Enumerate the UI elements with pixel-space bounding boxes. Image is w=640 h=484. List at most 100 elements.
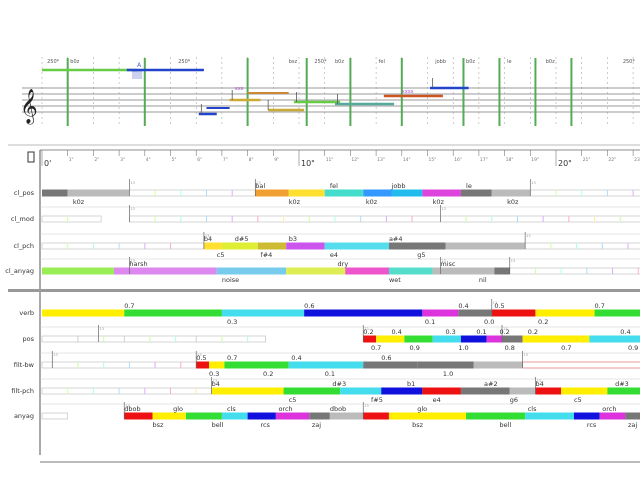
track-segment[interactable] (607, 388, 640, 395)
track-segment[interactable] (433, 268, 495, 275)
track-segment[interactable] (345, 268, 389, 275)
track-segment[interactable] (258, 243, 286, 250)
track-empty-segment[interactable] (510, 268, 640, 274)
track-filt-pch[interactable]: filt-pch1313b4d#3b1a#2b4d#3c5f#5e4g6c5f#… (11, 377, 640, 404)
track-segment[interactable] (284, 388, 341, 395)
track-segment[interactable] (42, 310, 124, 317)
track-segment[interactable] (589, 336, 640, 343)
track-segment[interactable] (325, 243, 389, 250)
track-segment[interactable] (276, 413, 309, 420)
track-segment[interactable] (363, 336, 376, 343)
track-segment[interactable] (600, 413, 626, 420)
track-segment[interactable] (433, 336, 461, 343)
track-segment[interactable] (502, 336, 523, 343)
track-segment[interactable] (535, 310, 594, 317)
track-empty-segment[interactable] (52, 362, 196, 368)
track-segment[interactable] (222, 413, 248, 420)
track-segment[interactable] (124, 413, 152, 420)
track-segment[interactable] (376, 336, 404, 343)
track-segment[interactable] (461, 190, 492, 197)
track-anyag[interactable]: anyag1313dbobgloclsorchdbobgloclsorchdbo… (14, 402, 640, 429)
track-segment[interactable] (289, 362, 364, 369)
track-segment[interactable] (304, 310, 422, 317)
track-segment[interactable] (492, 190, 531, 197)
track-segment[interactable] (124, 310, 222, 317)
track-segment[interactable] (445, 243, 525, 250)
track-segment[interactable] (255, 190, 288, 197)
track-empty-segment[interactable] (129, 216, 440, 222)
track-segment[interactable] (222, 243, 258, 250)
track-empty-segment[interactable] (124, 336, 196, 342)
track-segment[interactable] (68, 190, 130, 197)
track-segment[interactable] (389, 268, 433, 275)
track-segment[interactable] (217, 268, 286, 275)
track-segment[interactable] (461, 336, 487, 343)
track-segment[interactable] (212, 388, 284, 395)
track-empty-segment[interactable] (523, 362, 640, 368)
track-segment[interactable] (492, 310, 536, 317)
track-segment[interactable] (209, 362, 224, 369)
track-segment[interactable] (248, 413, 276, 420)
track-segment[interactable] (330, 413, 363, 420)
track-segment[interactable] (487, 336, 502, 343)
track-segment[interactable] (196, 362, 209, 369)
track-segment[interactable] (392, 190, 423, 197)
track-segment[interactable] (404, 336, 432, 343)
track-segment[interactable] (186, 413, 222, 420)
track-segment[interactable] (535, 388, 561, 395)
track-segment[interactable] (417, 362, 474, 369)
track-segment[interactable] (224, 362, 288, 369)
track-segment[interactable] (389, 413, 466, 420)
track-segment[interactable] (422, 388, 461, 395)
track-segment[interactable] (289, 190, 325, 197)
track-segment[interactable] (494, 268, 509, 275)
track-segment[interactable] (561, 388, 607, 395)
track-segment[interactable] (625, 413, 640, 420)
track-segment[interactable] (363, 190, 391, 197)
track-empty-segment[interactable] (530, 190, 640, 196)
track-segment[interactable] (363, 362, 417, 369)
track-segment[interactable] (309, 413, 330, 420)
track-empty-segment[interactable] (42, 362, 52, 368)
track-segment[interactable] (286, 243, 325, 250)
track-segment[interactable] (204, 243, 222, 250)
track-empty-segment[interactable] (129, 190, 255, 196)
track-segment[interactable] (381, 388, 422, 395)
track-segment[interactable] (523, 336, 590, 343)
track-segment[interactable] (510, 388, 536, 395)
track-segment[interactable] (422, 190, 461, 197)
track-segment[interactable] (153, 413, 186, 420)
track-segment[interactable] (461, 388, 510, 395)
track-segment[interactable] (422, 310, 458, 317)
track-segment[interactable] (42, 190, 68, 197)
track-segment[interactable] (389, 243, 446, 250)
track-empty-segment[interactable] (525, 243, 640, 249)
track-empty-segment[interactable] (42, 216, 101, 222)
track-empty-segment[interactable] (78, 336, 124, 342)
track-segment[interactable] (363, 413, 389, 420)
playhead-handle-icon[interactable] (28, 152, 34, 162)
track-segment[interactable] (458, 310, 491, 317)
track-segment[interactable] (466, 413, 525, 420)
track-empty-segment[interactable] (196, 336, 265, 342)
track-segment[interactable] (325, 190, 364, 197)
track-segment[interactable] (42, 268, 114, 275)
track-segment[interactable] (286, 268, 345, 275)
track-segment[interactable] (525, 413, 574, 420)
track-segment[interactable] (574, 413, 600, 420)
track-empty-segment[interactable] (42, 243, 204, 249)
track-empty-segment[interactable] (440, 216, 640, 222)
track-empty-segment[interactable] (42, 336, 78, 342)
track-segment[interactable] (222, 310, 304, 317)
track-segment[interactable] (595, 310, 640, 317)
track-empty-segment[interactable] (42, 413, 68, 419)
track-segment[interactable] (340, 388, 381, 395)
track-segment[interactable] (474, 362, 523, 369)
